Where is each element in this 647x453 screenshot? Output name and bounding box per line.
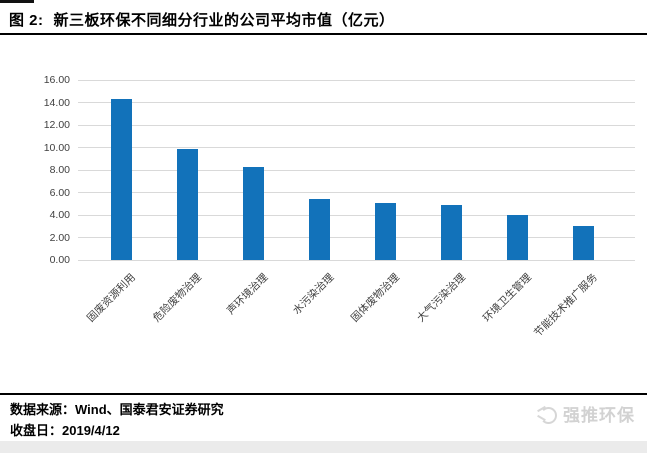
figure-title-text: 新三板环保不同细分行业的公司平均市值（亿元）: [53, 12, 395, 29]
bar-大气污染治理: [440, 204, 462, 260]
plot-area: [78, 79, 635, 261]
x-tick-label: 节能技术推广服务: [532, 271, 600, 340]
gridline: [78, 79, 635, 81]
brand-logo-icon: [537, 403, 557, 425]
bar-固废资源利用: [110, 99, 132, 260]
gridline: [78, 259, 635, 261]
gridline: [78, 124, 635, 126]
x-tick-label: 水污染治理: [290, 271, 336, 318]
gridline: [78, 147, 635, 148]
bar-固体废物治理: [374, 202, 396, 260]
y-axis: 0.00 2.00 4.00 6.00 8.00 10.00 12.00 14.00 16.00: [0, 74, 70, 266]
data-source-text: 数据来源：Wind、国泰君安证券研究: [10, 402, 224, 417]
x-tick-label: 固体废物治理: [348, 271, 402, 325]
bar-节能技术推广服务: [572, 226, 594, 260]
bar-水污染治理: [308, 199, 330, 260]
y-tick-label: 8.00: [49, 164, 70, 176]
y-tick-label: 16.00: [43, 74, 70, 86]
x-tick-label: 固废资源利用: [84, 271, 138, 325]
y-tick-label: 14.00: [43, 96, 70, 109]
x-axis: 固废资源利用 危险废物治理 声环境治理 水污染治理 固体废物治理 大气污染治理 环境卫生管理…: [78, 260, 635, 380]
figure-number-label: 图 2:: [9, 12, 44, 29]
close-date-text: 收盘日：2019/4/12: [10, 423, 120, 438]
figure-title: 图 2: 新三板环保不同细分行业的公司平均市值（亿元）: [9, 9, 395, 30]
watermark-text: 强推环保: [563, 406, 635, 425]
x-tick-label: 大气污染治理: [414, 271, 468, 325]
x-tick-label: 声环境治理: [224, 271, 270, 318]
y-tick-label: 0.00: [49, 254, 70, 266]
gridline: [78, 214, 635, 216]
gridline: [78, 102, 635, 103]
y-tick-label: 12.00: [43, 119, 70, 131]
y-tick-label: 2.00: [49, 231, 70, 244]
footer-divider: [0, 393, 647, 395]
bottom-gray-band: [0, 441, 647, 453]
y-tick-label: 4.00: [49, 209, 70, 221]
x-tick-label: 危险废物治理: [150, 271, 204, 325]
gridline: [78, 169, 635, 171]
figure-title-row: 图 2: 新三板环保不同细分行业的公司平均市值（亿元）: [0, 6, 647, 35]
x-tick-label: 环境卫生管理: [480, 271, 534, 325]
y-tick-label: 10.00: [43, 141, 70, 154]
y-tick-label: 6.00: [49, 186, 70, 199]
bar-环境卫生管理: [506, 215, 528, 260]
gridline: [78, 192, 635, 193]
bar-声环境治理: [242, 166, 264, 260]
page-edge-mark: [0, 0, 34, 3]
bar-危险废物治理: [176, 148, 198, 260]
gridline: [78, 237, 635, 238]
watermark: 强推环保: [537, 401, 635, 426]
